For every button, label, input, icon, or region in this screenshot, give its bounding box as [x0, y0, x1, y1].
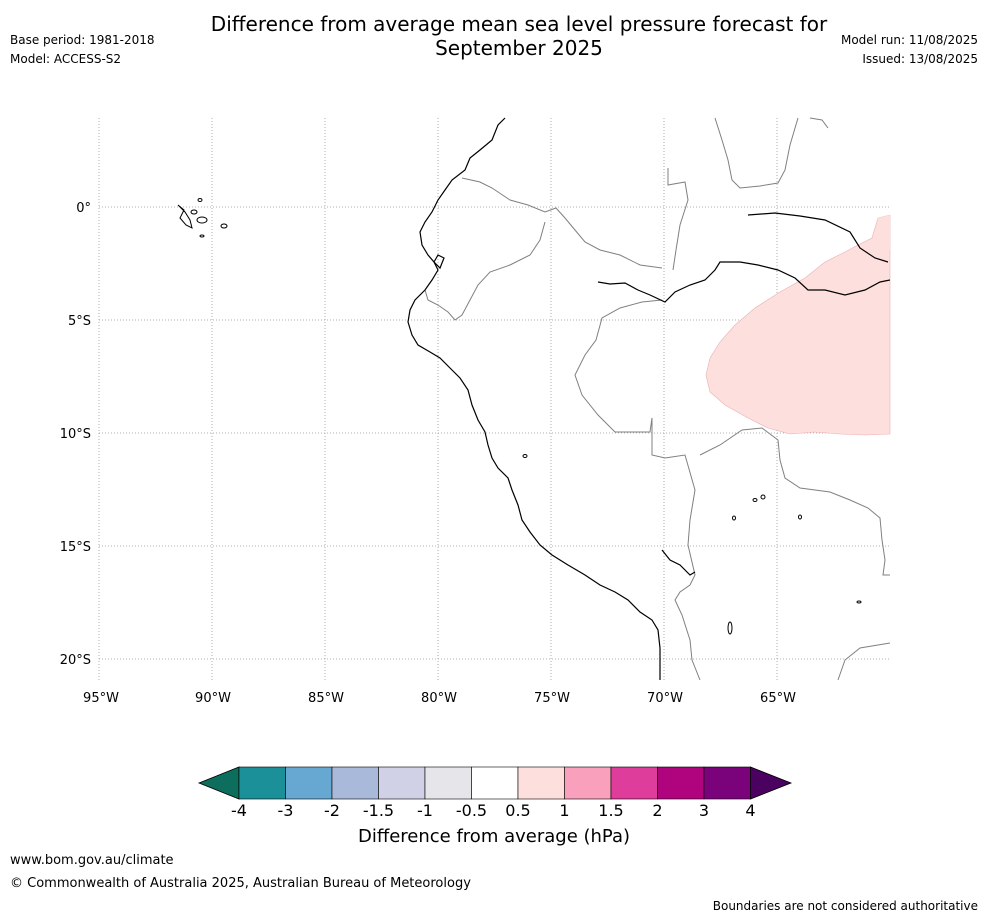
colorbar-bin-9 — [610, 766, 658, 800]
title-line-2: September 2025 — [435, 36, 603, 60]
lon-label-85w: 85°W — [308, 691, 344, 706]
colorbar-bin-6 — [471, 766, 519, 800]
lon-label-65w: 65°W — [760, 691, 796, 706]
model-run: Model run: 11/08/2025 — [840, 33, 978, 47]
cb-tick-0: -4 — [231, 801, 247, 820]
base-period: Base period: 1981-2018 — [10, 33, 155, 47]
lat-label-5s: 5°S — [68, 314, 91, 329]
lon-label-70w: 70°W — [647, 691, 683, 706]
lon-label-75w: 75°W — [534, 691, 570, 706]
border-bolivia-paraguay — [837, 642, 891, 681]
border-colombia-ecuador — [461, 177, 663, 269]
lon-label-90w: 90°W — [195, 691, 231, 706]
gridlines — [98, 118, 890, 680]
lake-6 — [727, 621, 733, 635]
lat-label-0: 0° — [76, 201, 91, 216]
colorbar-bin-5 — [424, 766, 472, 800]
anomaly-region-0.5-1 — [705, 214, 891, 436]
small-lakes — [522, 454, 862, 635]
national-borders — [424, 117, 891, 681]
chart-title: Difference from average mean sea level p… — [170, 12, 868, 60]
santiago-island — [190, 209, 198, 215]
border-venezuela-guyana — [809, 117, 829, 129]
border-ecuador-peru — [424, 221, 546, 321]
colorbar-bin-8 — [564, 766, 612, 800]
cb-tick-3: -1.5 — [363, 801, 394, 820]
colorbar-bin-3 — [331, 766, 379, 800]
issued-date: Issued: 13/08/2025 — [862, 52, 978, 66]
lake-4 — [732, 515, 736, 521]
negro-river — [747, 212, 889, 263]
border-peru-brazil — [574, 299, 701, 681]
lat-label-15s: 15°S — [60, 540, 91, 555]
colorbar-bin-4 — [378, 766, 426, 800]
lake-3 — [760, 494, 766, 500]
longitude-labels: 95°W 90°W 85°W 80°W 75°W 70°W 65°W — [83, 691, 796, 706]
lake-titicaca — [661, 549, 696, 576]
colorbar-bin-10 — [657, 766, 705, 800]
colorbar-bin-7 — [517, 766, 565, 800]
lat-label-20s: 20°S — [60, 653, 91, 668]
footer-copyright: © Commonwealth of Australia 2025, Austra… — [10, 876, 471, 891]
lon-label-80w: 80°W — [421, 691, 457, 706]
cb-tick-7: 1 — [559, 801, 569, 820]
footer-url: www.bom.gov.au/climate — [10, 853, 174, 868]
coastlines — [407, 117, 891, 680]
border-brazil-bolivia — [699, 427, 890, 576]
cb-tick-2: -2 — [324, 801, 340, 820]
cb-tick-6: 0.5 — [505, 801, 530, 820]
espanola-island — [199, 234, 205, 238]
colorbar — [197, 766, 793, 800]
lake-5 — [798, 514, 802, 520]
cb-tick-5: -0.5 — [456, 801, 487, 820]
colorbar-bin-2 — [285, 766, 333, 800]
title-line-1: Difference from average mean sea level p… — [210, 12, 828, 36]
santa-cruz-island — [196, 216, 208, 224]
gulf-of-guayaquil — [433, 254, 445, 270]
san-cristobal-island — [220, 223, 228, 229]
colorbar-tick-labels: -4 -3 -2 -1.5 -1 -0.5 0.5 1 1.5 2 3 4 — [231, 801, 756, 820]
border-colombia-venezuela — [714, 117, 799, 189]
cb-tick-1: -3 — [278, 801, 294, 820]
cb-tick-4: -1 — [417, 801, 433, 820]
anomaly-region-upper — [872, 215, 890, 250]
cb-tick-9: 2 — [652, 801, 662, 820]
lat-label-10s: 10°S — [60, 427, 91, 442]
isabela-island — [177, 204, 193, 229]
colorbar-bin-11 — [703, 766, 751, 800]
amazon-river — [597, 261, 891, 303]
border-colombia-brazil — [667, 168, 689, 271]
colorbar-extend-min — [197, 766, 240, 800]
colorbar-title: Difference from average (hPa) — [357, 826, 631, 847]
colorbar-extend-max — [750, 766, 793, 800]
fernandina-island — [197, 198, 203, 202]
lake-7 — [856, 600, 862, 604]
footer-note: Boundaries are not considered authoritat… — [712, 899, 978, 913]
cb-tick-10: 3 — [699, 801, 709, 820]
latitude-labels: 0° 5°S 10°S 15°S 20°S — [60, 201, 91, 668]
colorbar-bin-1 — [238, 766, 286, 800]
cb-tick-11: 4 — [745, 801, 755, 820]
lake-1 — [522, 454, 528, 458]
lon-label-95w: 95°W — [83, 691, 119, 706]
cb-tick-8: 1.5 — [598, 801, 623, 820]
model-name: Model: ACCESS-S2 — [10, 52, 122, 66]
galapagos-islands — [177, 198, 228, 238]
lake-2 — [752, 498, 758, 502]
coastline-pacific — [407, 117, 661, 680]
